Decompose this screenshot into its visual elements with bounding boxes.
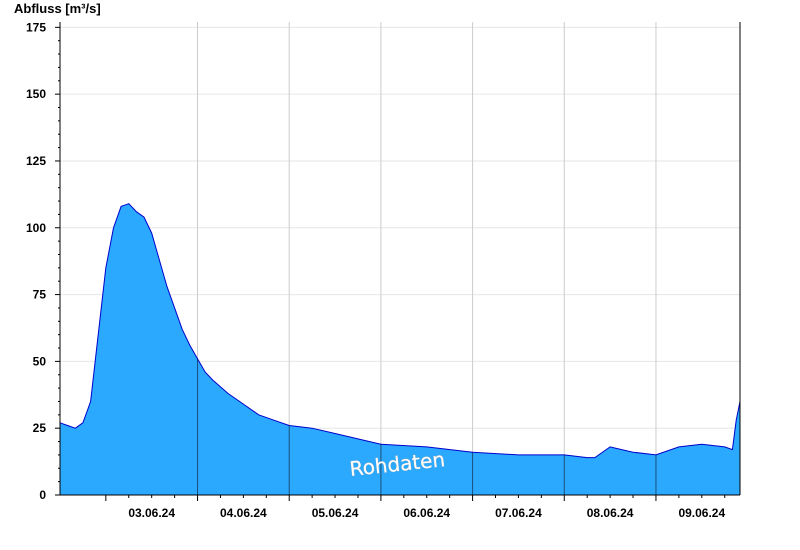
x-tick-label: 05.06.24 — [312, 506, 359, 520]
x-tick-label: 06.06.24 — [403, 506, 450, 520]
y-tick-label: 150 — [26, 87, 46, 101]
x-tick-label: 07.06.24 — [495, 506, 542, 520]
day-separators — [197, 22, 657, 495]
x-tick-labels: 03.06.24 04.06.24 05.06.24 06.06.24 07.06.24… — [128, 506, 725, 520]
axes — [55, 22, 741, 501]
y-tick-label: 0 — [39, 488, 46, 502]
y-tick-label: 125 — [26, 154, 46, 168]
y-tick-label: 175 — [26, 20, 46, 34]
y-tick-label: 100 — [26, 221, 46, 235]
x-tick-label: 08.06.24 — [587, 506, 634, 520]
x-tick-label: 04.06.24 — [220, 506, 267, 520]
y-tick-label: 75 — [33, 288, 47, 302]
y-tick-labels: 0 25 50 75 100 125 150 175 — [26, 20, 46, 502]
discharge-line — [59, 203, 741, 459]
y-axis-label: Abfluss [m³/s] — [14, 1, 101, 16]
discharge-area — [60, 203, 740, 495]
x-tick-label: 09.06.24 — [678, 506, 725, 520]
x-tick-label: 03.06.24 — [128, 506, 175, 520]
y-tick-label: 50 — [33, 354, 47, 368]
y-tick-label: 25 — [33, 421, 47, 435]
day-separators-over-area — [197, 358, 657, 495]
